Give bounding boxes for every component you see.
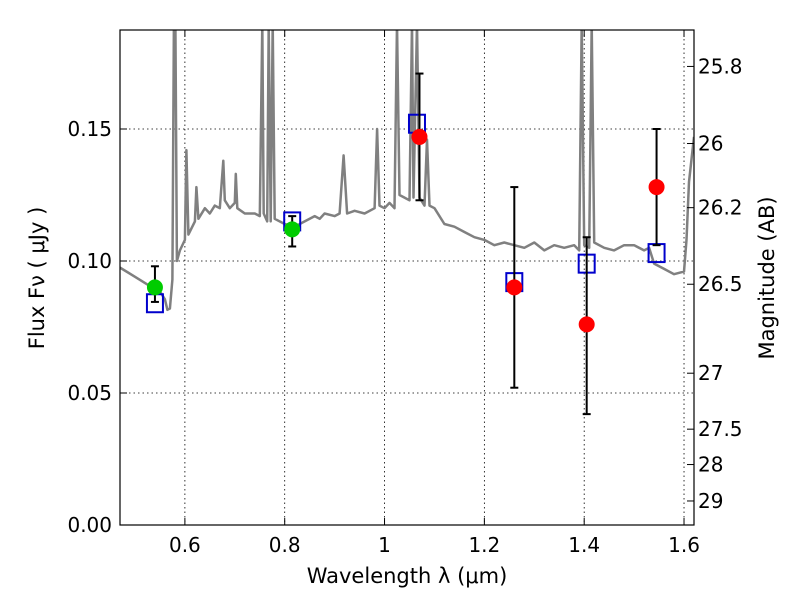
plot-area (120, 30, 694, 416)
mag-tick-label: 26.2 (698, 196, 743, 220)
series-observed-red- (411, 72, 665, 416)
x-axis-title: Wavelength λ (μm) (307, 564, 508, 588)
mag-tick-label: 26.5 (698, 272, 743, 296)
series-observed-green- (146, 215, 301, 303)
observed-flux-point (506, 279, 523, 296)
mag-tick-label: 27 (698, 361, 723, 385)
mag-tick-label: 27.5 (698, 417, 743, 441)
observed-flux-point (284, 221, 301, 238)
y-tick-label: 0.05 (67, 381, 112, 405)
spectrum-line (120, 30, 694, 312)
x-tick-label: 1 (378, 533, 391, 557)
mag-tick-label: 26 (698, 132, 723, 156)
axes-frame (119, 29, 695, 526)
x-tick-label: 0.6 (169, 533, 201, 557)
observed-flux-point (411, 128, 428, 145)
mag-tick-label: 29 (698, 489, 723, 513)
y-tick-label: 0.15 (67, 117, 112, 141)
x-tick-label: 1.4 (568, 533, 600, 557)
y-axis-title: Flux Fν ( μJy ) (25, 207, 49, 350)
mag-tick-label: 25.8 (698, 54, 743, 78)
plot-background (120, 30, 694, 525)
axis-ticks: 0.6 0.8 1 1.2 1.4 1.6 0.00 0.05 0.10 0.15 25.8 26 26… (67, 30, 743, 557)
x-tick-label: 1.2 (468, 533, 500, 557)
observed-flux-point (146, 279, 163, 296)
observed-flux-point (648, 179, 665, 196)
grid-lines (120, 30, 694, 525)
x-tick-label: 0.8 (269, 533, 301, 557)
mag-tick-label: 28 (698, 453, 723, 477)
series-model-sed-spectrum (120, 30, 694, 312)
y-tick-label: 0.00 (67, 513, 112, 537)
observed-flux-point (578, 316, 595, 333)
y-tick-label: 0.10 (67, 249, 112, 273)
y2-axis-title: Magnitude (AB) (755, 196, 779, 359)
x-tick-label: 1.6 (668, 533, 700, 557)
